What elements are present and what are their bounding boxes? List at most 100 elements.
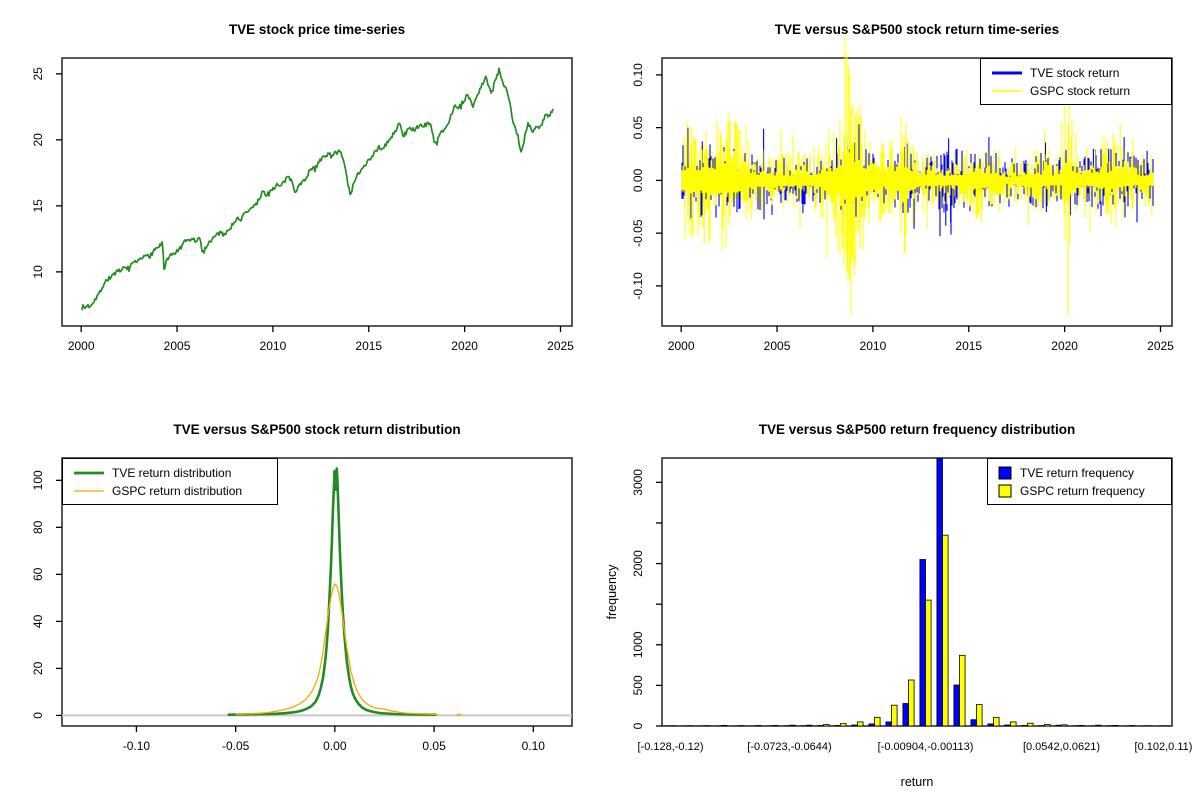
y-tick-label: 1000 [631, 631, 645, 658]
density-chart-title: TVE versus S&P500 stock return distribut… [173, 422, 460, 437]
y-tick-label: 100 [31, 470, 45, 490]
gspc-frequency-bar [721, 724, 728, 727]
tve-frequency-bar [868, 723, 875, 727]
histogram-ylabel: frequency [605, 564, 619, 620]
gspc-frequency-bar [789, 724, 796, 727]
gspc-frequency-legend-label: GSPC return frequency [1020, 484, 1145, 498]
histogram-bin-label: [0.0542,0.0621) [1023, 741, 1100, 753]
gspc-frequency-bar [959, 654, 966, 727]
tve-frequency-legend-swatch [998, 466, 1012, 480]
tve-frequency-legend-label: TVE return frequency [1020, 466, 1134, 480]
gspc-frequency-bar [1078, 724, 1085, 727]
histogram-chart-title: TVE versus S&P500 return frequency distr… [759, 422, 1076, 437]
tve-density-curve [227, 467, 437, 716]
gspc-frequency-legend-swatch [998, 484, 1012, 498]
gspc-frequency-bar [823, 724, 830, 727]
gspc-frequency-bar [806, 724, 813, 727]
y-tick-label: 0.10 [631, 63, 645, 87]
tve-frequency-bar [1021, 724, 1028, 727]
tve-frequency-bar [817, 725, 824, 727]
tve-frequency-bar [970, 719, 977, 727]
tve-frequency-bar [987, 723, 994, 727]
x-tick-label: -0.10 [123, 739, 151, 753]
y-tick-label: 20 [31, 661, 45, 675]
histogram-bin-label: [-0.0723,-0.0644) [747, 741, 831, 753]
gspc-frequency-bar [891, 704, 898, 727]
gspc-frequency-bar [1129, 725, 1136, 727]
tve-frequency-bar [1004, 724, 1011, 727]
gspc-frequency-bar [1044, 723, 1051, 727]
tve-frequency-bar [919, 559, 926, 727]
plot-box [61, 57, 573, 327]
y-tick-label: 25 [31, 67, 45, 81]
price-chart-title: TVE stock price time-series [229, 22, 405, 37]
gspc-frequency-bar [908, 679, 915, 727]
gspc-frequency-bar [976, 704, 983, 727]
tve-density-legend-label: TVE return distribution [112, 466, 231, 480]
return-frequency-chart: TVE versus S&P500 return frequency distr… [605, 422, 1193, 789]
y-tick-label: 0 [31, 712, 45, 719]
panel-return-timeseries: TVE versus S&P500 stock return time-seri… [600, 0, 1200, 400]
gspc-frequency-bar [840, 723, 847, 727]
returns-legend-box [980, 58, 1172, 105]
histogram-bin-label: [0.102,0.11) [1135, 741, 1193, 753]
x-tick-label: 2010 [260, 339, 287, 353]
tve-return-legend-label: TVE stock return [1030, 66, 1119, 80]
y-tick-label: 80 [31, 520, 45, 534]
density-legend-box [62, 458, 278, 505]
x-tick-label: 2000 [68, 339, 95, 353]
gspc-frequency-bar [942, 534, 949, 727]
gspc-frequency-bar [857, 721, 864, 727]
tve-frequency-bar [953, 684, 960, 727]
returns-legend: TVE stock return GSPC stock return [980, 58, 1172, 105]
y-tick-label: 500 [631, 675, 645, 695]
gspc-frequency-bar [1095, 724, 1102, 727]
plot-box [61, 457, 573, 727]
tve-frequency-bar [902, 703, 909, 727]
price-timeseries-chart: TVE stock price time-series 2000 2005 2010… [31, 22, 574, 353]
return-timeseries-chart: TVE versus S&P500 stock return time-seri… [631, 22, 1174, 353]
gspc-return-series [681, 35, 1154, 316]
x-tick-label: 0.00 [323, 739, 347, 753]
gspc-return-legend-label: GSPC stock return [1030, 84, 1130, 98]
plot-box [661, 57, 1173, 327]
returns-chart-title: TVE versus S&P500 stock return time-seri… [775, 22, 1059, 37]
gspc-frequency-bar [925, 599, 932, 727]
y-tick-label: 0.00 [631, 168, 645, 192]
x-tick-label: 2000 [668, 339, 695, 353]
gspc-frequency-bar [1027, 722, 1034, 727]
y-tick-label: -0.10 [631, 272, 645, 300]
tve-price-line [81, 67, 554, 311]
gspc-frequency-bar [1010, 721, 1017, 727]
return-distribution-chart: TVE versus S&P500 stock return distribut… [31, 422, 573, 753]
histogram-legend-box [987, 458, 1172, 505]
tve-frequency-bar [936, 457, 943, 727]
panel-return-frequency: TVE versus S&P500 return frequency distr… [600, 400, 1200, 800]
histogram-bin-label: [-0.00904,-0.00113) [878, 741, 974, 753]
x-tick-label: 2015 [955, 339, 982, 353]
plot-box [661, 457, 1173, 727]
y-tick-label: 40 [31, 614, 45, 628]
y-tick-label: 20 [31, 133, 45, 147]
y-tick-label: 0 [631, 722, 645, 729]
gspc-frequency-bar [1061, 724, 1068, 727]
y-tick-label: 60 [31, 567, 45, 581]
x-tick-label: 2025 [1147, 339, 1174, 353]
x-tick-label: -0.05 [222, 739, 250, 753]
histogram-xlabel: return [901, 775, 934, 789]
panel-return-distribution: TVE versus S&P500 stock return distribut… [0, 400, 600, 800]
x-tick-label: 2005 [764, 339, 791, 353]
gspc-frequency-bar [1112, 724, 1119, 727]
x-tick-label: 2015 [355, 339, 382, 353]
x-tick-label: 2010 [860, 339, 887, 353]
y-tick-label: 10 [31, 265, 45, 279]
tve-frequency-bar [885, 721, 892, 727]
gspc-frequency-bar [874, 716, 881, 727]
panel-price-timeseries: TVE stock price time-series 2000 2005 2010… [0, 0, 600, 400]
gspc-density-legend-label: GSPC return distribution [112, 484, 242, 498]
x-tick-label: 2020 [1051, 339, 1078, 353]
y-tick-label: -0.05 [631, 219, 645, 247]
gspc-frequency-bar [993, 716, 1000, 727]
x-tick-label: 0.05 [422, 739, 446, 753]
